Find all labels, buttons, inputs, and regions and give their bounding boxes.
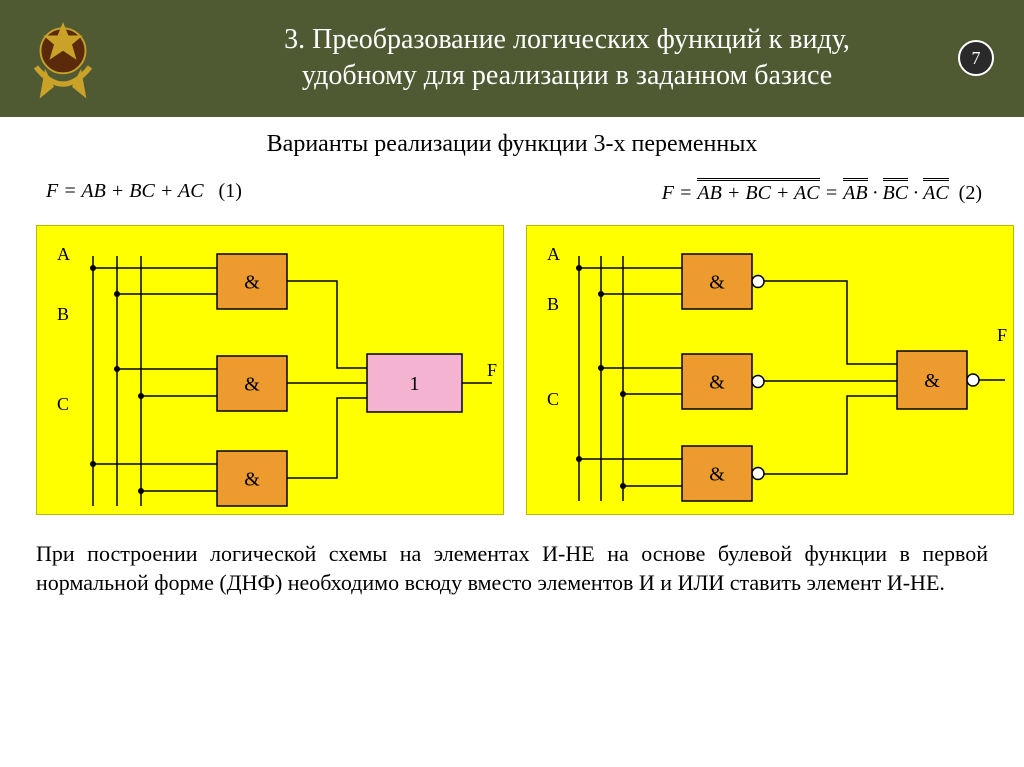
svg-text:&: & [244, 468, 260, 490]
svg-text:B: B [57, 304, 69, 324]
formula-2-eq: = [820, 182, 844, 204]
logic-circuit: A B C & & & & F [527, 226, 1015, 516]
header-title-line2: удобному для реализации в заданном базис… [302, 60, 832, 91]
page-number: 7 [972, 47, 981, 70]
formula-2-inner: AB + BC + AC [697, 180, 819, 205]
diagram-panel-right: A B C & & & & F [526, 225, 1014, 515]
formula-2-p3: AC [923, 180, 949, 205]
svg-text:F: F [487, 360, 497, 380]
formula-2-prefix: F = [662, 182, 698, 204]
formula-2-dot2: · [908, 182, 923, 204]
svg-text:F: F [997, 325, 1007, 345]
svg-text:C: C [547, 389, 559, 409]
svg-text:A: A [57, 244, 70, 264]
svg-text:C: C [57, 394, 69, 414]
logic-circuit: A B C & & & 1 F [37, 226, 505, 516]
svg-text:&: & [244, 373, 260, 395]
slide-content: Варианты реализации функции 3-х переменн… [0, 117, 1024, 618]
diagram-panel-left: A B C & & & 1 F [36, 225, 504, 515]
formula-2: F = AB + BC + AC = AB · BC · AC (2) [662, 178, 988, 205]
svg-text:&: & [244, 271, 260, 293]
slide-header: 3. Преобразование логических функций к в… [0, 0, 1024, 117]
emblem-icon [18, 13, 108, 103]
diagram-panels: A B C & & & 1 F A B C & & & & F [36, 225, 988, 515]
svg-text:A: A [547, 244, 560, 264]
svg-text:&: & [709, 371, 725, 393]
subtitle: Варианты реализации функции 3-х переменн… [36, 131, 988, 158]
formula-2-dot1: · [868, 182, 883, 204]
svg-text:B: B [547, 294, 559, 314]
page-number-badge: 7 [958, 40, 994, 76]
footnote-text: При построении логической схемы на элеме… [36, 539, 988, 598]
formula-1: F = AB + BC + AC (1) [36, 180, 242, 203]
svg-text:&: & [709, 463, 725, 485]
formula-2-p2: BC [883, 180, 909, 205]
formula-row: F = AB + BC + AC (1) F = AB + BC + AC = … [36, 178, 988, 205]
svg-text:&: & [709, 271, 725, 293]
svg-text:1: 1 [410, 373, 420, 395]
formula-2-label: (2) [959, 182, 982, 204]
formula-1-label: (1) [219, 180, 242, 202]
formula-1-text: F = AB + BC + AC [46, 180, 204, 202]
header-title-line1: 3. Преобразование логических функций к в… [284, 24, 850, 55]
formula-2-p1: AB [843, 180, 867, 205]
svg-text:&: & [924, 370, 940, 392]
